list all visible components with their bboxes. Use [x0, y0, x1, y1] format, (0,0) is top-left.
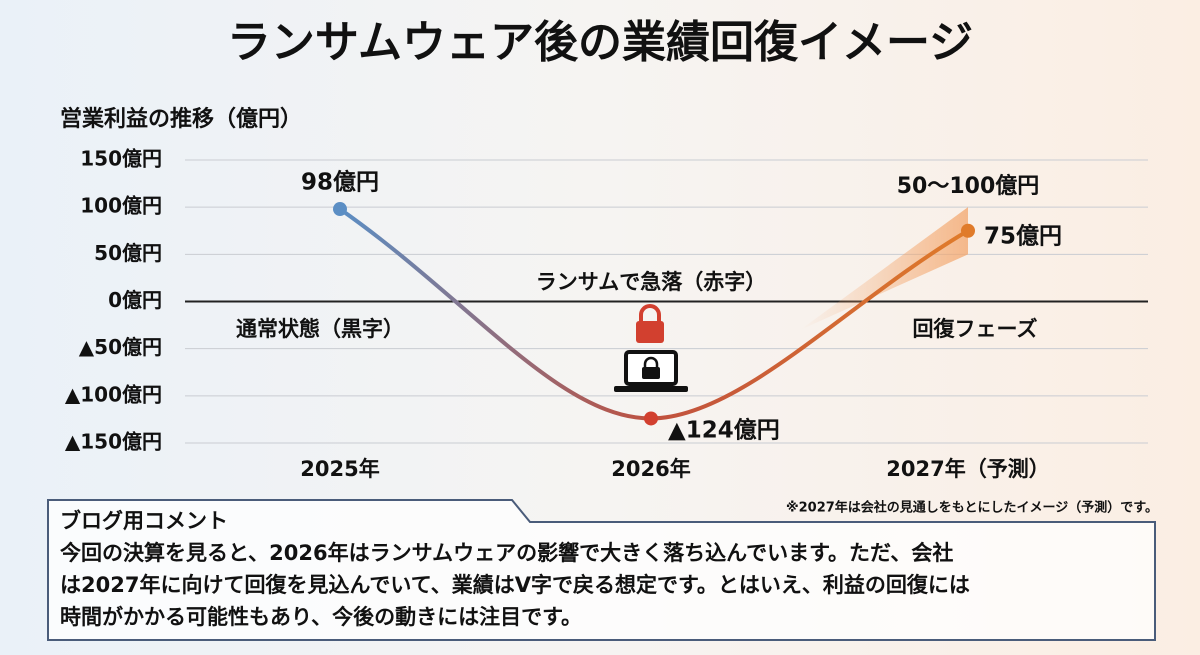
lock-icon — [636, 304, 664, 343]
y-tick-label: ▲50億円 — [79, 335, 162, 359]
annotation: ランサムで急落（赤字） — [536, 270, 767, 294]
x-tick-label: 2026年 — [611, 457, 690, 481]
annotation: 通常状態（黒字） — [236, 317, 404, 341]
point — [333, 202, 347, 217]
value-label: 75億円 — [984, 223, 1062, 250]
y-tick-label: 0億円 — [108, 288, 162, 312]
y-tick-label: ▲100億円 — [65, 382, 162, 406]
chart-title: ランサムウェア後の業績回復イメージ — [227, 17, 973, 68]
value-label: ▲124億円 — [668, 417, 780, 444]
comment-line: 時間がかかる可能性もあり、今後の動きには注目です。 — [60, 605, 582, 629]
y-axis-title: 営業利益の推移（億円） — [60, 106, 302, 132]
annotation: 回復フェーズ — [913, 317, 1038, 341]
x-tick-label: 2025年 — [300, 457, 379, 481]
x-tick-label: 2027年（予測） — [886, 457, 1049, 481]
range-label: 50〜100億円 — [897, 173, 1040, 199]
value-label: 98億円 — [301, 169, 379, 196]
y-tick-label: 100億円 — [80, 194, 162, 218]
range-band — [800, 207, 968, 330]
laptop-icon — [614, 350, 688, 392]
y-tick-label: 50億円 — [94, 241, 162, 265]
comment-line: は2027年に向けて回復を見込んでいて、業績はV字で戻る想定です。とはいえ、利益… — [60, 573, 970, 597]
point — [961, 223, 975, 238]
comment-title: ブログ用コメント — [60, 509, 228, 533]
footnote: ※2027年は会社の見通しをもとにしたイメージ（予測）です。 — [786, 500, 1158, 516]
comment-box — [47, 499, 1156, 641]
y-tick-label: ▲150億円 — [65, 430, 162, 454]
comment-line: 今回の決算を見ると、2026年はランサムウェアの影響で大きく落ち込んでいます。た… — [60, 541, 953, 565]
point — [644, 411, 658, 426]
y-tick-label: 150億円 — [80, 147, 162, 171]
